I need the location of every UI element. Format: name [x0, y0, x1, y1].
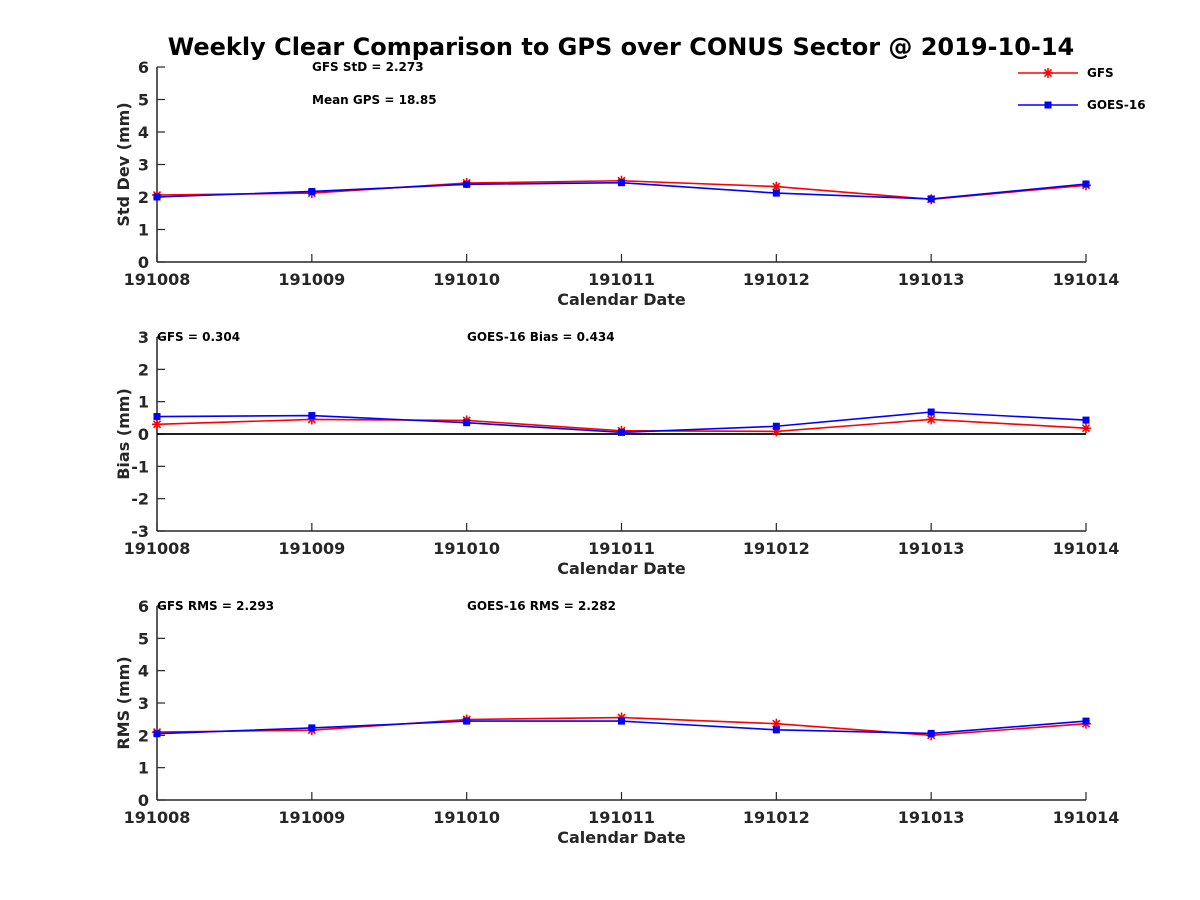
data-point [927, 729, 935, 737]
stat-annotation: GOES-16 Bias = 0.434 [467, 330, 615, 344]
data-point [618, 179, 625, 187]
stat-annotation: GFS RMS = 2.293 [157, 599, 274, 613]
data-point [1082, 717, 1090, 725]
data-point [1082, 416, 1090, 424]
data-point [1082, 180, 1090, 188]
data-point [463, 419, 471, 427]
data-point [772, 189, 780, 197]
data-point [463, 180, 471, 188]
data-point [308, 187, 316, 195]
data-point [308, 412, 316, 420]
data-point [926, 414, 937, 425]
x-tick-label: 191013 [898, 808, 965, 827]
x-tick-label: 191010 [433, 808, 500, 827]
x-tick-label: 191012 [743, 808, 810, 827]
x-tick-label: 191011 [588, 270, 655, 289]
data-point [1081, 423, 1091, 434]
legend-gfs-asterisk [1043, 68, 1053, 78]
stat-annotation: GFS StD = 2.273 [312, 60, 424, 74]
x-tick-label: 191014 [1053, 270, 1120, 289]
x-tick-label: 191013 [898, 270, 965, 289]
chart-title: Weekly Clear Comparison to GPS over CONU… [168, 33, 1075, 61]
y-tick-label: -1 [131, 457, 149, 476]
stat-annotation: Mean GPS = 18.85 [312, 93, 437, 107]
data-point [772, 726, 780, 734]
x-tick-label: 191010 [433, 270, 500, 289]
x-tick-label: 191010 [433, 539, 500, 558]
data-point [153, 193, 161, 201]
data-point [308, 724, 316, 732]
rms-panel: 0 1 2 3 4 5 6 191008 191009 191010 191011 191012 191… [114, 597, 1119, 847]
std-dev-panel: 0 1 2 3 4 5 6 191008 191009 191010 191011 191012 191… [114, 58, 1119, 309]
y-tick-label: 0 [138, 253, 149, 272]
legend-gfs-marker [1043, 68, 1053, 78]
x-tick-label: 191012 [743, 270, 810, 289]
y-tick-label: 1 [138, 393, 149, 412]
data-point [927, 408, 935, 416]
y-axis-label: Std Dev (mm) [114, 102, 133, 226]
x-tick-label: 191011 [588, 808, 655, 827]
data-point [772, 422, 780, 430]
x-tick-label: 191009 [278, 270, 345, 289]
y-tick-label: 3 [138, 694, 149, 713]
data-point [153, 413, 161, 421]
x-tick-label: 191012 [743, 539, 810, 558]
y-axis-label: RMS (mm) [114, 656, 133, 749]
y-tick-label: 2 [138, 726, 149, 745]
series-goes-16 [153, 179, 1090, 203]
y-tick-label: 0 [138, 425, 149, 444]
y-tick-label: 1 [138, 759, 149, 778]
x-tick-label: 191009 [278, 808, 345, 827]
data-point [927, 195, 935, 203]
y-tick-label: 5 [138, 629, 149, 648]
y-tick-label: 3 [138, 328, 149, 347]
x-axis-label: Calendar Date [557, 828, 686, 847]
y-tick-label: 0 [138, 791, 149, 810]
data-point [618, 428, 625, 436]
y-tick-label: 6 [138, 597, 149, 616]
series-gfs [152, 712, 1091, 741]
x-tick-label: 191014 [1053, 808, 1120, 827]
x-tick-label: 191008 [124, 539, 191, 558]
x-tick-label: 191009 [278, 539, 345, 558]
y-tick-label: -2 [131, 490, 149, 509]
legend-gfs-label: GFS [1087, 66, 1114, 80]
data-point [463, 717, 471, 725]
series-goes-16 [153, 408, 1090, 436]
x-tick-label: 191014 [1053, 539, 1120, 558]
x-tick-label: 191008 [124, 270, 191, 289]
x-axis-label: Calendar Date [557, 290, 686, 309]
y-tick-label: 5 [138, 91, 149, 110]
legend-goes16-marker [1044, 101, 1052, 109]
x-tick-label: 191011 [588, 539, 655, 558]
y-axis-label: Bias (mm) [114, 388, 133, 480]
y-tick-label: -3 [131, 522, 149, 541]
data-point [618, 717, 625, 725]
legend-goes16-label: GOES-16 [1087, 98, 1146, 112]
series-goes-16 [153, 717, 1090, 738]
stat-annotation: GFS = 0.304 [157, 330, 240, 344]
stat-annotation: GOES-16 RMS = 2.282 [467, 599, 616, 613]
x-tick-label: 191008 [124, 808, 191, 827]
y-tick-label: 3 [138, 156, 149, 175]
bias-panel: -3 -2 -1 0 1 2 3 191008 191009 191010 191011 191012… [114, 328, 1119, 578]
y-tick-label: 4 [138, 662, 149, 681]
data-point [153, 730, 161, 738]
legend: GFS GOES-16 [1018, 66, 1146, 112]
x-tick-label: 191013 [898, 539, 965, 558]
y-tick-label: 4 [138, 123, 149, 142]
y-tick-label: 6 [138, 58, 149, 77]
y-tick-label: 1 [138, 221, 149, 240]
x-axis-label: Calendar Date [557, 559, 686, 578]
y-tick-label: 2 [138, 360, 149, 379]
data-point [152, 419, 162, 430]
y-tick-label: 2 [138, 188, 149, 207]
